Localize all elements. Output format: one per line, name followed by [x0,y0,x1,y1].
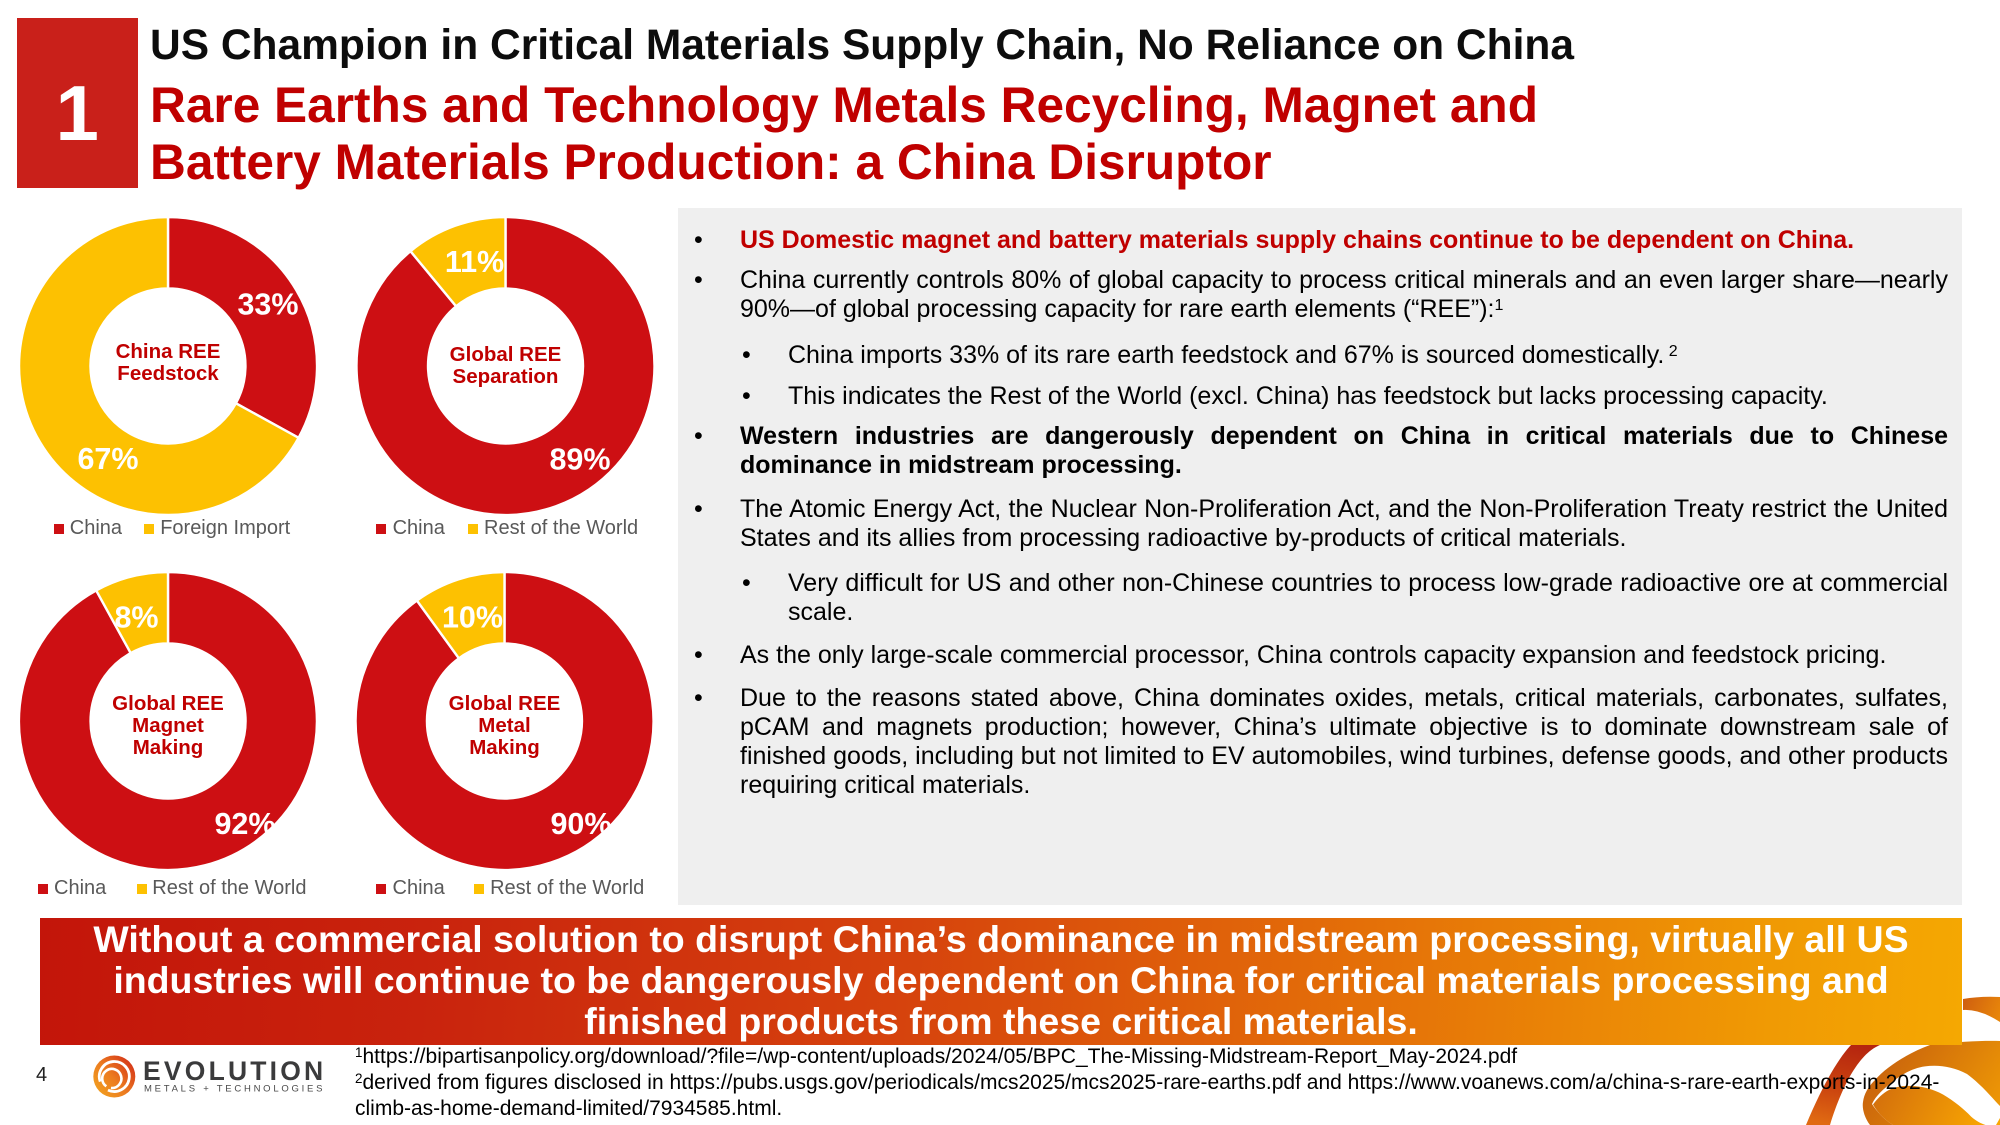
svg-text:8%: 8% [114,601,158,635]
svg-text:33%: 33% [237,288,298,322]
svg-text:89%: 89% [549,443,610,477]
svg-text:11%: 11% [445,245,504,279]
svg-text:EVOLUTION: EVOLUTION [143,1056,326,1086]
svg-text:67%: 67% [77,442,138,476]
svg-text:10%: 10% [442,601,503,635]
svg-text:92%: 92% [214,807,275,841]
svg-text:METALS + TECHNOLOGIES: METALS + TECHNOLOGIES [144,1084,325,1095]
svg-text:90%: 90% [550,807,611,841]
